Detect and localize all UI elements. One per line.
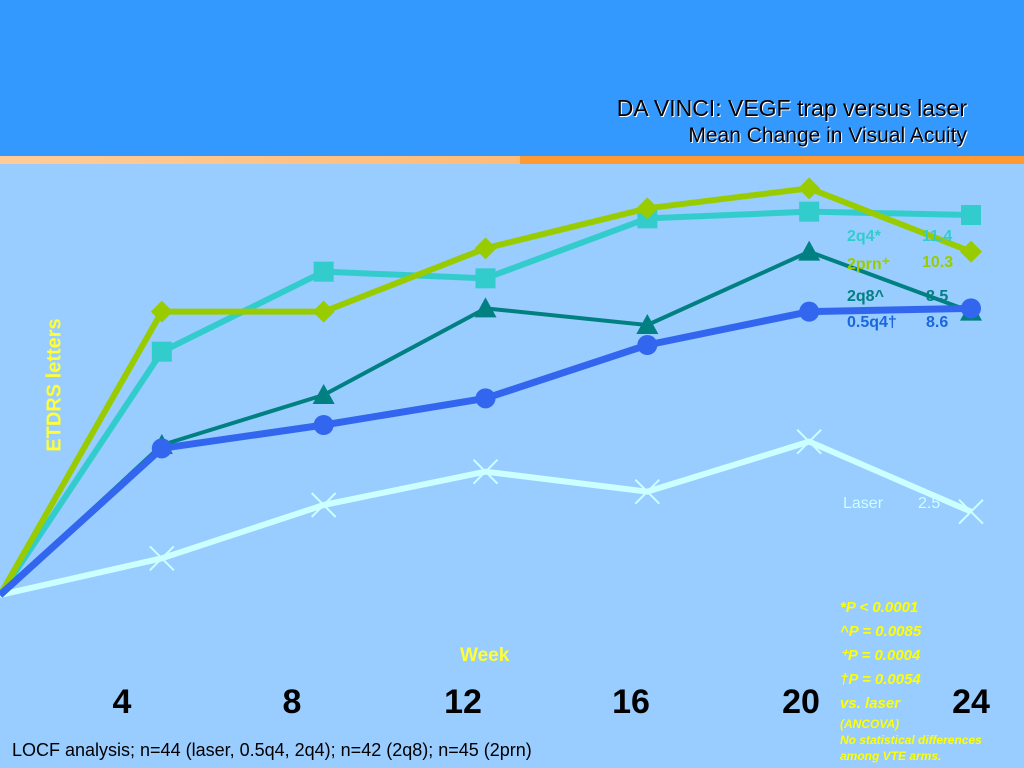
x-axis-label: Week xyxy=(460,645,510,666)
series-2q8 xyxy=(0,240,982,597)
footnote: LOCF analysis; n=44 (laser, 0.5q4, 2q4);… xyxy=(12,740,532,760)
legend-item-2q8: 2q8^ 8.5 xyxy=(847,288,948,306)
data-point xyxy=(636,314,659,334)
data-point xyxy=(151,341,172,362)
data-point xyxy=(313,415,334,435)
data-point xyxy=(475,388,496,409)
data-point xyxy=(475,268,496,289)
p-value-comparison: vs. laser xyxy=(840,695,901,712)
data-point xyxy=(313,261,334,282)
data-point xyxy=(961,298,981,319)
x-tick-label: 16 xyxy=(612,683,650,721)
legend-value: 10.3 xyxy=(922,254,954,271)
legend-value: 8.5 xyxy=(926,288,949,305)
legend-name: 0.5q4† xyxy=(847,314,897,331)
data-point xyxy=(312,300,335,323)
chart-title: DA VINCI: VEGF trap versus laser xyxy=(616,95,967,121)
data-point xyxy=(636,197,659,220)
legend-item-2q4: 2q4* 11.4 xyxy=(847,228,952,246)
legend-name: 2q8^ xyxy=(847,288,884,305)
data-point xyxy=(799,301,820,322)
data-point xyxy=(798,240,821,261)
p-value-note-1: No statistical differences xyxy=(840,733,982,747)
chart-subtitle: Mean Change in Visual Acuity xyxy=(688,124,967,147)
data-point xyxy=(798,177,821,200)
legend-value: 2.5 xyxy=(918,495,941,512)
legend-name: 2q4* xyxy=(847,228,881,245)
p-value-1: *P < 0.0001 xyxy=(840,599,919,616)
data-point xyxy=(796,428,822,455)
data-point xyxy=(634,478,661,505)
data-point xyxy=(961,205,981,225)
data-point xyxy=(958,498,984,525)
p-value-notes: *P < 0.0001 ^P = 0.0085 ⁺P = 0.0004 †P =… xyxy=(840,596,982,764)
legend-item-laser: Laser 2.5 xyxy=(843,495,940,513)
data-point xyxy=(150,300,173,323)
x-tick-label: 8 xyxy=(282,683,302,721)
x-tick-label: 4 xyxy=(112,683,132,721)
x-tick-label: 24 xyxy=(952,683,990,721)
p-value-method: (ANCOVA) xyxy=(840,717,900,731)
data-point xyxy=(472,458,499,485)
data-point xyxy=(474,297,497,318)
data-point xyxy=(799,201,820,222)
legend-value: 11.4 xyxy=(922,228,953,245)
data-point xyxy=(149,545,175,572)
data-point xyxy=(151,438,172,459)
legend-item-2prn: 2prn⁺ 10.3 xyxy=(847,254,953,274)
data-point xyxy=(960,240,982,263)
series-0-5q4 xyxy=(0,298,981,598)
data-point xyxy=(474,237,497,260)
data-point xyxy=(312,384,335,404)
legend-name: Laser xyxy=(843,495,884,512)
x-tick-label: 20 xyxy=(782,683,820,721)
legend-item-0-5q4: 0.5q4† 8.6 xyxy=(847,314,948,332)
series-2prn xyxy=(0,177,982,597)
data-point xyxy=(310,492,337,518)
legend-value: 8.6 xyxy=(926,314,949,331)
p-value-note-2: among VTE arms. xyxy=(840,749,942,763)
p-value-2: ^P = 0.0085 xyxy=(840,623,922,640)
data-point xyxy=(637,335,658,355)
y-axis-label: ETDRS letters xyxy=(43,318,66,452)
p-value-4: †P = 0.0054 xyxy=(840,671,921,688)
header-band xyxy=(0,0,1024,156)
legend-name: 2prn⁺ xyxy=(847,256,891,273)
series-Laser xyxy=(0,428,984,598)
header-stripe-gradient xyxy=(0,156,520,164)
p-value-3: ⁺P = 0.0004 xyxy=(840,647,921,664)
x-tick-label: 12 xyxy=(444,683,482,721)
